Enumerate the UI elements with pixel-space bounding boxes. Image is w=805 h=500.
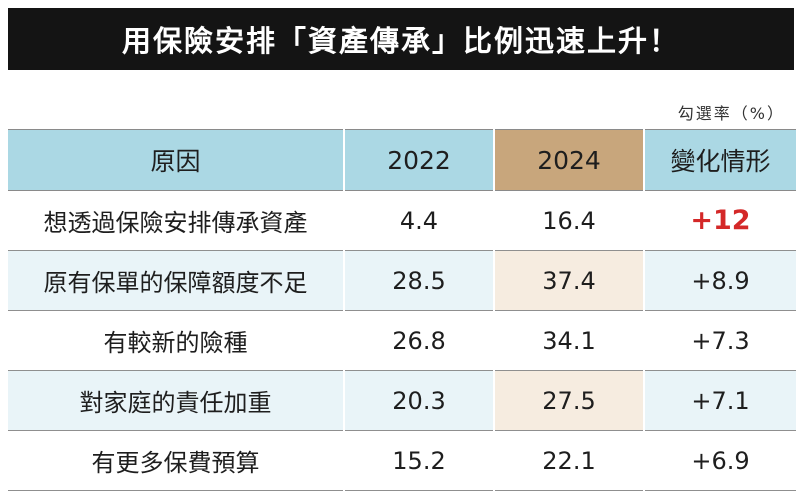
table-header-row: 原因 2022 2024 變化情形 xyxy=(8,129,796,191)
table-row: 原有保單的保障額度不足 28.5 37.4 +8.9 xyxy=(8,250,796,311)
cell-change: +7.3 xyxy=(644,310,796,371)
header-reason: 原因 xyxy=(8,129,345,191)
cell-2024: 27.5 xyxy=(494,370,645,431)
cell-change: +6.9 xyxy=(644,430,796,491)
cell-change: +8.9 xyxy=(644,250,796,311)
cell-reason: 有更多保費預算 xyxy=(8,430,345,491)
page-title: 用保險安排「資產傳承」比例迅速上升！ xyxy=(8,8,794,70)
cell-2022: 15.2 xyxy=(344,430,495,491)
cell-reason: 想透過保險安排傳承資產 xyxy=(8,190,345,251)
table-row: 想透過保險安排傳承資產 4.4 16.4 +12 xyxy=(8,190,796,251)
header-2024: 2024 xyxy=(494,129,645,191)
table-row: 對家庭的責任加重 20.3 27.5 +7.1 xyxy=(8,370,796,431)
cell-reason: 原有保單的保障額度不足 xyxy=(8,250,345,311)
cell-2022: 4.4 xyxy=(344,190,495,251)
unit-note: 勾選率（%） xyxy=(677,104,785,123)
cell-change: +12 xyxy=(644,190,796,251)
cell-reason: 對家庭的責任加重 xyxy=(8,370,345,431)
header-2022: 2022 xyxy=(344,129,495,191)
cell-2024: 22.1 xyxy=(494,430,645,491)
cell-2024: 34.1 xyxy=(494,310,645,371)
cell-2024: 37.4 xyxy=(494,250,645,311)
cell-2022: 26.8 xyxy=(344,310,495,371)
page-title-text: 用保險安排「資產傳承」比例迅速上升！ xyxy=(121,24,680,58)
table-row: 有更多保費預算 15.2 22.1 +6.9 xyxy=(8,430,796,491)
header-change: 變化情形 xyxy=(644,129,796,191)
data-table: 原因 2022 2024 變化情形 想透過保險安排傳承資產 4.4 16.4 +… xyxy=(8,129,796,491)
cell-2022: 28.5 xyxy=(344,250,495,311)
cell-2024: 16.4 xyxy=(494,190,645,251)
cell-2022: 20.3 xyxy=(344,370,495,431)
cell-reason: 有較新的險種 xyxy=(8,310,345,371)
cell-change: +7.1 xyxy=(644,370,796,431)
table-row: 有較新的險種 26.8 34.1 +7.3 xyxy=(8,310,796,371)
